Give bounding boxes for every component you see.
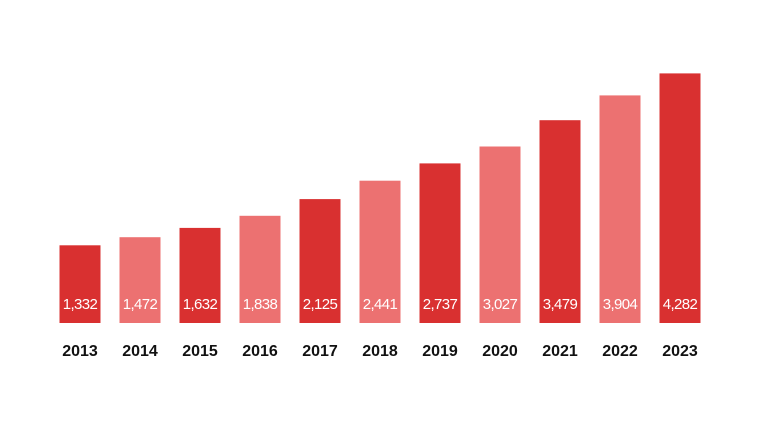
bar-2017 [299,199,341,323]
data-label-2021: 3,479 [543,296,578,313]
data-label-2017: 2,125 [303,296,338,313]
bar-2014 [119,237,161,323]
data-label-2020: 3,027 [483,296,518,313]
x-tick-2021: 2021 [542,343,578,360]
x-axis-tick-labels: 2013 2014 2015 2016 2017 2018 2019 2020 2021 2022… [62,343,698,360]
bar-2015 [179,227,221,323]
bars-group [59,73,701,324]
x-tick-2020: 2020 [482,343,518,360]
x-tick-2016: 2016 [242,343,278,360]
x-tick-2023: 2023 [662,343,698,360]
bar-2020 [479,146,521,323]
bar-2018 [359,180,401,323]
data-label-2015: 1,632 [183,296,218,313]
x-tick-2019: 2019 [422,343,458,360]
value-labels-group: 1,332 1,472 1,632 1,838 2,125 2,441 2,737 3,027… [63,296,698,313]
data-label-2014: 1,472 [123,296,158,313]
bar-2013 [59,245,101,323]
bar-2023 [659,73,701,324]
data-label-2018: 2,441 [363,296,398,313]
data-label-2023: 4,282 [663,296,698,313]
bar-2019 [419,163,461,323]
x-tick-2014: 2014 [122,343,158,360]
x-tick-2013: 2013 [62,343,98,360]
x-tick-2018: 2018 [362,343,398,360]
data-label-2022: 3,904 [603,296,638,313]
data-label-2019: 2,737 [423,296,458,313]
x-tick-2015: 2015 [182,343,218,360]
x-tick-2022: 2022 [602,343,638,360]
data-label-2016: 1,838 [243,296,278,313]
bar-2016 [239,215,281,323]
x-tick-2017: 2017 [302,343,338,360]
data-label-2013: 1,332 [63,296,98,313]
bar-2021 [539,120,581,323]
bar-2022 [599,95,641,324]
